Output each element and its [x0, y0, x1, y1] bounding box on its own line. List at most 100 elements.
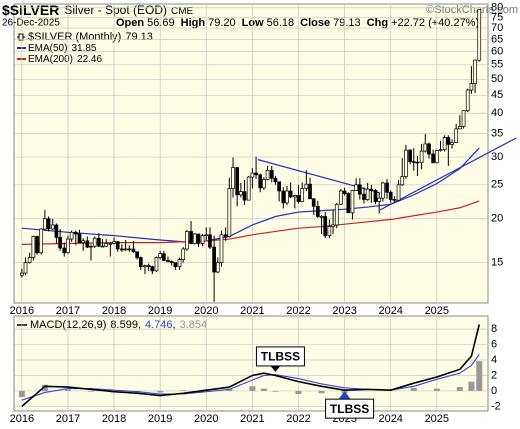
stat-value: 56.69 — [147, 17, 175, 29]
x-tick-label: 2019 — [148, 305, 172, 317]
candle-body — [373, 190, 378, 202]
candle-body — [162, 253, 166, 261]
candle-body — [173, 262, 178, 268]
stat-label: Chg — [367, 17, 388, 29]
x-tick-label: 2024 — [378, 413, 402, 425]
candle-body — [189, 231, 193, 244]
y-tick-label: 15 — [491, 256, 503, 268]
histogram-bar — [41, 384, 48, 391]
y-tick-label: 75 — [491, 11, 503, 23]
y-tick-label: -2 — [491, 400, 501, 412]
date: 26-Dec-2025 — [2, 18, 60, 29]
candle-body — [54, 224, 59, 238]
candle-body — [265, 169, 270, 180]
watermark: ©StockCharts.com — [426, 4, 518, 16]
candle-body — [350, 190, 355, 214]
annotation-pointer — [270, 365, 281, 372]
histogram-bar — [433, 388, 440, 391]
stat-value: +22.72 (+40.27%) — [391, 17, 479, 29]
legend-entry: EMA(200) 22.46 — [28, 54, 102, 65]
candle-body — [166, 260, 170, 262]
macd-panel — [13, 315, 489, 412]
legend-value: 31.85 — [71, 43, 96, 54]
histogram-bar — [410, 387, 417, 391]
candle-body — [300, 188, 305, 202]
candle-body — [385, 182, 389, 193]
candle-body — [154, 257, 159, 272]
candle-body — [442, 137, 447, 150]
candle-body — [81, 240, 86, 243]
stat-label: Open — [116, 17, 144, 29]
y-tick-label: 30 — [491, 151, 503, 163]
candle-body — [212, 246, 216, 273]
x-tick-label: 2017 — [56, 305, 80, 317]
candle-body — [192, 233, 197, 244]
candle-body — [227, 188, 232, 237]
candle-body — [381, 182, 385, 199]
candle-body — [311, 198, 316, 207]
y-tick-label: 4 — [491, 354, 497, 366]
candle-body — [69, 231, 74, 240]
candle-body — [200, 235, 205, 244]
candle-body — [369, 188, 374, 191]
candle-body — [273, 177, 278, 183]
candle-body — [250, 172, 255, 178]
candle-body — [23, 262, 28, 274]
candle-body — [285, 190, 289, 204]
candle-body — [473, 59, 477, 84]
annotation-box — [255, 346, 305, 367]
y-tick-label: 8 — [491, 323, 497, 335]
annotation-box — [325, 398, 375, 419]
y-tick-label: 60 — [491, 45, 503, 57]
legend-value: 8.599 — [110, 319, 138, 331]
candle-body — [27, 257, 32, 263]
histogram-bar — [476, 361, 483, 391]
candle-body — [35, 236, 39, 254]
y-tick-label: 65 — [491, 33, 503, 45]
candle-body — [231, 167, 235, 189]
candle-body — [304, 183, 309, 189]
candle-body — [150, 266, 155, 272]
candle-body — [138, 257, 143, 268]
candle-body — [185, 231, 189, 250]
candle-body — [357, 184, 362, 195]
annotation-pointer — [338, 391, 351, 400]
candle-body — [258, 174, 263, 189]
x-tick-label: 2020 — [194, 413, 218, 425]
histogram-bar — [260, 388, 267, 391]
histogram-bar — [468, 381, 475, 391]
histogram-bar — [272, 390, 279, 392]
candle-body — [123, 248, 128, 251]
x-tick-label: 2023 — [332, 305, 356, 317]
candle-body — [100, 245, 105, 248]
stats: Open 56.69 High 79.20 Low 56.18 Close 79.13 Chg +… — [116, 17, 479, 29]
histogram-bar — [88, 390, 95, 392]
symbol: $SILVER — [2, 2, 59, 18]
legend: $SILVER (Monthly) 79.13 EMA(50) 31.85 EMA(… — [17, 31, 153, 65]
stat-label: High — [181, 17, 206, 29]
candle-body — [43, 218, 47, 230]
candle-body — [331, 224, 335, 227]
candle-body — [254, 172, 258, 176]
candle-body — [431, 153, 435, 164]
stat-value: 79.20 — [208, 17, 236, 29]
candle-body — [277, 181, 281, 192]
candle-body — [215, 262, 220, 273]
candle-body — [434, 150, 439, 164]
candle-body — [400, 176, 405, 186]
legend-label: $SILVER (Monthly) — [28, 31, 121, 43]
candle-body — [246, 176, 251, 201]
legend-value: 79.13 — [125, 31, 153, 43]
x-tick-label: 2019 — [148, 413, 172, 425]
y-tick-label: 2 — [491, 369, 497, 381]
candle-body — [112, 241, 116, 244]
y-tick-label: 80 — [491, 2, 503, 14]
histogram-bar — [180, 390, 187, 391]
candle-body — [396, 184, 401, 201]
candle-body — [365, 188, 370, 200]
candle-body — [115, 241, 120, 250]
candle-body — [92, 237, 97, 247]
x-tick-label: 2025 — [425, 413, 449, 425]
candle-body — [377, 197, 382, 202]
macd-legend: MACD(12,26,9) 8.599, 4.746, 3.854 — [17, 319, 207, 331]
